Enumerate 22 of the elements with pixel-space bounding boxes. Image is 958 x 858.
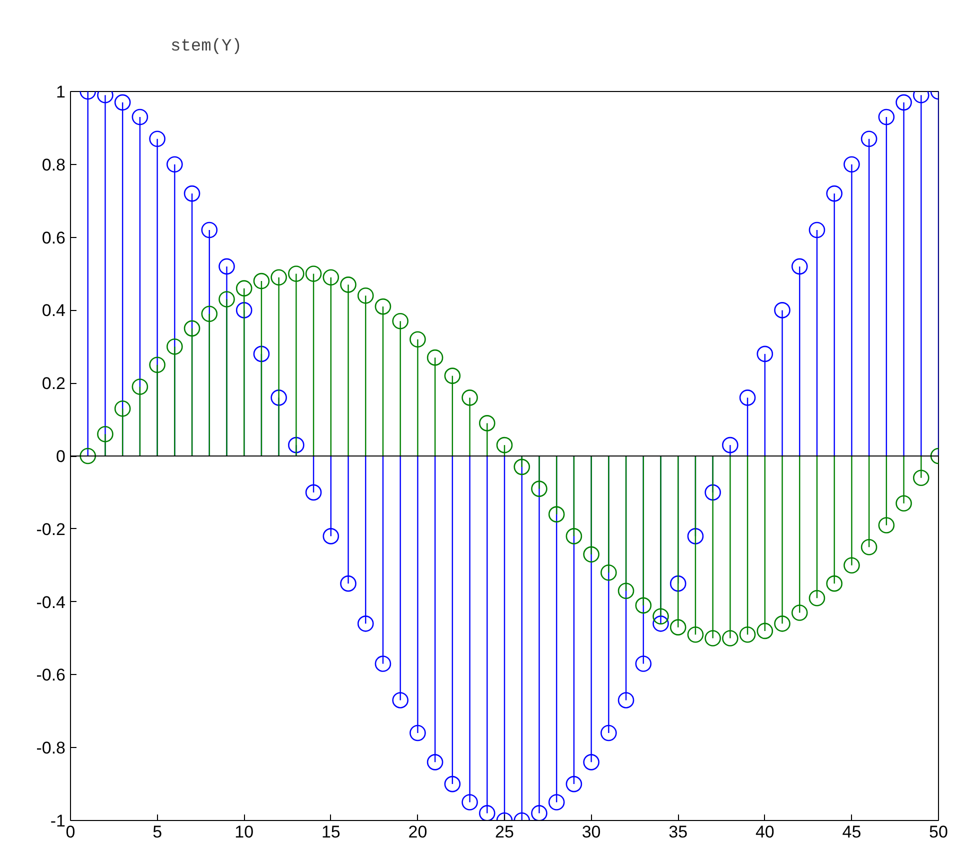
y-tick-label: -0.8: [36, 738, 66, 758]
x-tick-label: 45: [842, 822, 862, 842]
y-tick-label: 0.4: [42, 301, 66, 320]
y-tick-label: 0.2: [42, 374, 66, 394]
y-tick-label: -0.6: [36, 666, 66, 685]
x-tick-label: 40: [755, 822, 774, 842]
y-tick-label: 0.6: [42, 228, 66, 248]
y-tick-label: 1: [56, 82, 66, 102]
y-tick-label: -1: [50, 812, 66, 830]
chart-title: stem(Y): [170, 38, 242, 56]
x-tick-label: 50: [929, 822, 948, 842]
x-tick-label: 35: [668, 822, 688, 842]
x-tick-label: 25: [495, 822, 514, 842]
y-tick-label: 0: [56, 447, 66, 466]
x-tick-label: 20: [408, 822, 428, 842]
x-tick-label: 30: [582, 822, 601, 842]
x-tick-label: 15: [321, 822, 340, 842]
x-tick-label: 10: [234, 822, 254, 842]
x-tick-label: 5: [152, 822, 162, 842]
y-tick-label: -0.2: [36, 520, 66, 539]
y-tick-label: -0.4: [36, 592, 66, 612]
y-tick-label: 0.8: [42, 155, 66, 174]
